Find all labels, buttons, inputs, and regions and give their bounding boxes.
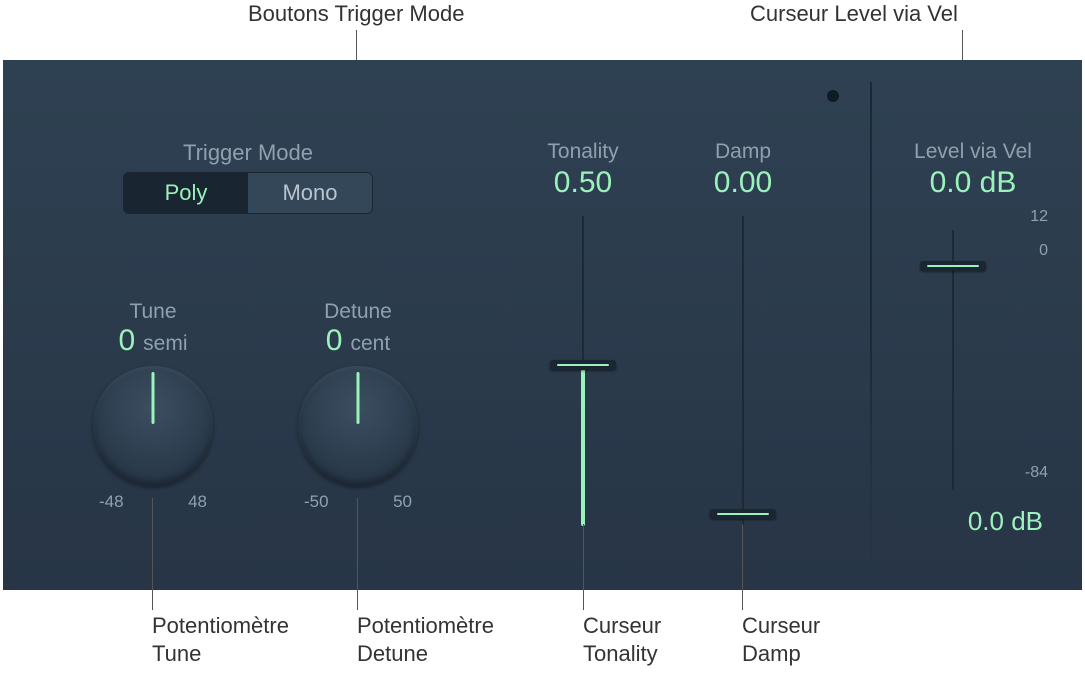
detune-unit: cent [350, 332, 390, 356]
level-label: Level via Vel [883, 140, 1063, 164]
level-scale-top: 12 [1008, 208, 1048, 226]
damp-group: Damp 0.00 [663, 140, 823, 526]
tonality-slider[interactable] [548, 216, 618, 526]
slider-fill [581, 365, 585, 526]
level-slider-area: 12 0 -84 [898, 214, 1048, 504]
callout-tonality: CurseurTonality [583, 612, 723, 667]
detune-min: -50 [304, 492, 329, 512]
slider-thumb[interactable] [920, 261, 986, 271]
section-divider [870, 82, 872, 574]
slider-thumb[interactable] [550, 360, 616, 370]
level-scale-bottom: -84 [1008, 464, 1048, 482]
connector-line [152, 498, 153, 610]
tonality-label: Tonality [503, 140, 663, 164]
callout-label: PotentiomètreTune [152, 612, 322, 667]
tune-min: -48 [99, 492, 124, 512]
trigger-mode-segmented: Poly Mono [123, 172, 373, 214]
callout-label: Curseur Level via Vel [750, 1, 958, 26]
level-group: Level via Vel 0.0 dB 12 0 -84 0.0 dB [883, 140, 1063, 537]
callout-label: Boutons Trigger Mode [248, 1, 464, 26]
tune-label: Tune [63, 300, 243, 324]
tune-max: 48 [188, 492, 207, 512]
trigger-mono-button[interactable]: Mono [248, 173, 372, 213]
led-indicator [827, 90, 839, 102]
tonality-group: Tonality 0.50 [503, 140, 663, 526]
synth-panel: Trigger Mode Poly Mono Tune 0 semi -48 4… [3, 60, 1082, 590]
trigger-poly-button[interactable]: Poly [124, 173, 248, 213]
connector-line [742, 524, 743, 610]
detune-knob[interactable] [298, 366, 418, 486]
tonality-value: 0.50 [503, 166, 663, 200]
callout-level-via-vel: Curseur Level via Vel [750, 0, 958, 60]
callout-label: CurseurDamp [742, 612, 882, 667]
trigger-mode-group: Trigger Mode Poly Mono [123, 140, 373, 214]
callout-label: CurseurTonality [583, 612, 723, 667]
tune-range: -48 48 [93, 492, 213, 512]
level-slider[interactable] [918, 230, 988, 490]
tune-knob[interactable] [93, 366, 213, 486]
level-readout: 0.0 dB [883, 506, 1063, 537]
damp-label: Damp [663, 140, 823, 164]
detune-value-row: 0 cent [326, 324, 390, 358]
detune-range: -50 50 [298, 492, 418, 512]
connector-line [583, 524, 584, 610]
tune-value-row: 0 semi [118, 324, 187, 358]
detune-label: Detune [268, 300, 448, 324]
callout-damp: CurseurDamp [742, 612, 882, 667]
level-scale-mid: 0 [1008, 242, 1048, 260]
connector-line [357, 498, 358, 610]
tune-group: Tune 0 semi -48 48 [63, 300, 243, 512]
detune-value: 0 [326, 324, 343, 358]
slider-track [742, 216, 744, 526]
tune-value: 0 [118, 324, 135, 358]
callout-label: PotentiomètreDetune [357, 612, 527, 667]
detune-group: Detune 0 cent -50 50 [268, 300, 448, 512]
tune-unit: semi [143, 332, 187, 356]
detune-max: 50 [393, 492, 412, 512]
level-value: 0.0 dB [883, 166, 1063, 200]
slider-thumb[interactable] [710, 509, 776, 519]
knob-pointer [152, 372, 155, 424]
damp-slider[interactable] [708, 216, 778, 526]
trigger-mode-label: Trigger Mode [123, 140, 373, 166]
callout-tune: PotentiomètreTune [152, 612, 322, 667]
damp-value: 0.00 [663, 166, 823, 200]
knob-pointer [357, 372, 360, 424]
callout-detune: PotentiomètreDetune [357, 612, 527, 667]
